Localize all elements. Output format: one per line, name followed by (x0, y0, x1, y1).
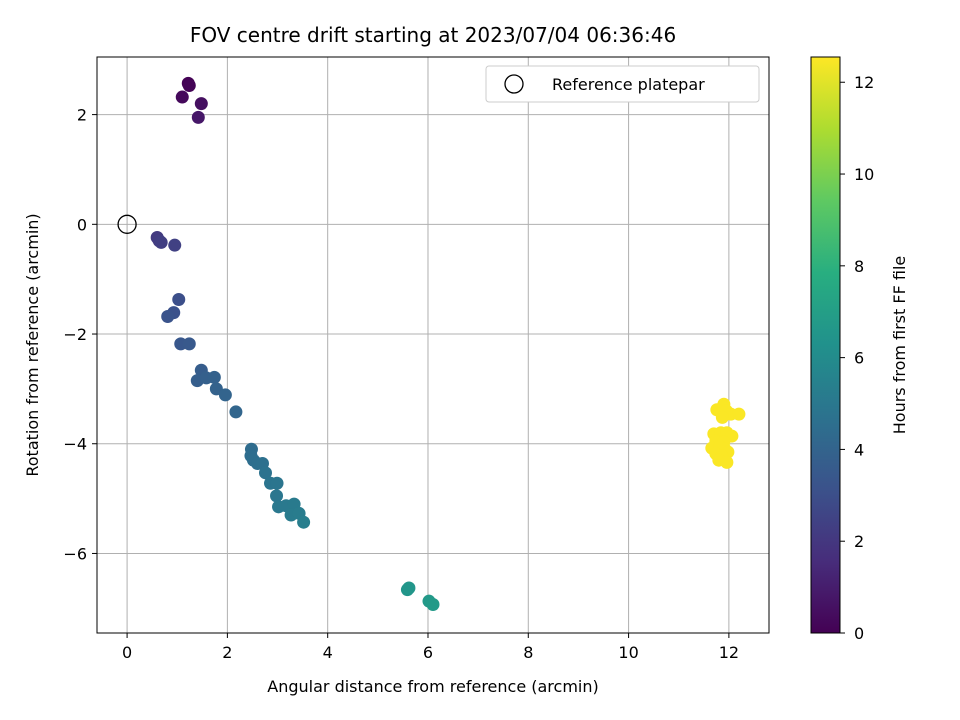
x-tick-label: 0 (122, 643, 132, 662)
y-tick-label: −4 (63, 435, 87, 454)
y-axis-ticks: −6 −4 −2 0 2 (63, 106, 97, 563)
legend-marker-icon (504, 74, 524, 94)
x-tick-label: 6 (423, 643, 433, 662)
y-tick-label: 2 (77, 106, 87, 125)
data-points (150, 76, 746, 611)
data-point (732, 407, 746, 421)
data-point (161, 309, 175, 323)
legend-box (485, 65, 760, 103)
y-tick-label: −6 (63, 544, 87, 563)
data-point (715, 410, 729, 424)
colorbar-tick-label: 0 (854, 624, 864, 643)
x-tick-label: 4 (323, 643, 333, 662)
colorbar-tick-label: 8 (854, 257, 864, 276)
colorbar: 0 2 4 6 8 10 12 Hours from first FF file (810, 56, 909, 643)
data-point (182, 79, 196, 93)
data-point (229, 405, 243, 419)
data-point (154, 235, 168, 249)
data-point (297, 515, 311, 529)
x-axis-ticks: 0 2 4 6 8 10 12 (122, 633, 739, 662)
legend: Reference platepar (485, 65, 760, 103)
legend-label: Reference platepar (552, 75, 705, 94)
data-point (168, 238, 182, 252)
data-point (207, 370, 221, 384)
y-axis-label: Rotation from reference (arcmin) (23, 213, 42, 476)
plot-frame (96, 56, 770, 634)
data-point (270, 489, 284, 503)
data-point (191, 110, 205, 124)
data-point (426, 597, 440, 611)
data-point (218, 388, 232, 402)
data-point (402, 581, 416, 595)
data-point (182, 337, 196, 351)
data-point (175, 90, 189, 104)
data-point (172, 292, 186, 306)
data-point (259, 466, 273, 480)
colorbar-label: Hours from first FF file (890, 256, 909, 435)
data-point (194, 97, 208, 111)
colorbar-tick-label: 12 (854, 73, 874, 92)
reference-marker-group (117, 214, 137, 234)
reference-platepar-marker (117, 214, 137, 234)
x-tick-label: 12 (719, 643, 739, 662)
y-tick-label: −2 (63, 325, 87, 344)
data-point (270, 476, 284, 490)
colorbar-tick-label: 10 (854, 165, 874, 184)
x-tick-label: 10 (618, 643, 638, 662)
y-tick-label: 0 (77, 215, 87, 234)
colorbar-tick-label: 2 (854, 532, 864, 551)
grid (97, 57, 769, 633)
colorbar-gradient (810, 56, 841, 634)
data-point (720, 455, 734, 469)
chart-title: FOV centre drift starting at 2023/07/04 … (190, 23, 676, 47)
x-tick-label: 2 (222, 643, 232, 662)
colorbar-tick-label: 4 (854, 440, 864, 459)
x-axis-label: Angular distance from reference (arcmin) (267, 677, 598, 696)
colorbar-tick-label: 6 (854, 349, 864, 368)
colorbar-ticks: 0 2 4 6 8 10 12 (840, 73, 874, 643)
x-tick-label: 8 (523, 643, 533, 662)
